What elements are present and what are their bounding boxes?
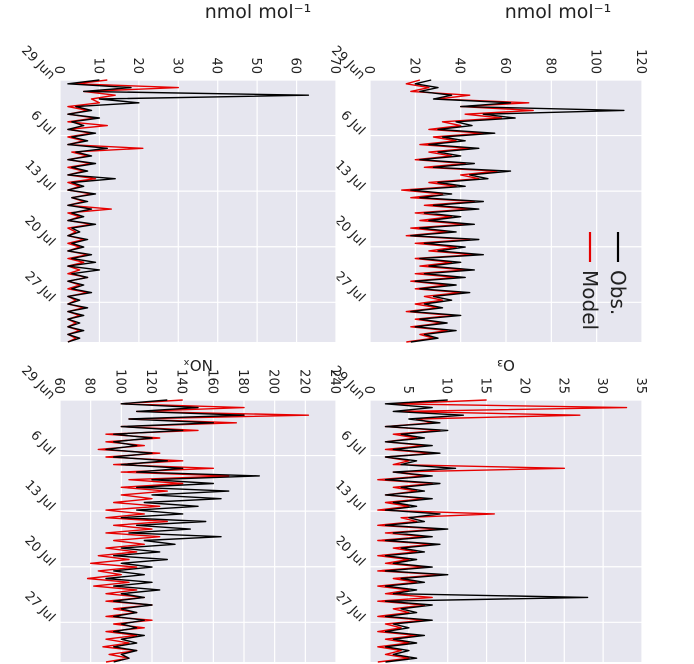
ytick-label: 40 xyxy=(452,57,467,74)
ytick-label: 100 xyxy=(588,49,603,74)
legend-label: Obs. xyxy=(606,270,630,315)
ytick-label: 200 xyxy=(266,369,281,394)
ytick-label: 120 xyxy=(143,369,158,394)
ytick-label: 60 xyxy=(51,377,66,394)
xtick-label: 13 Jul xyxy=(21,478,57,514)
ytick-label: 60 xyxy=(497,57,512,74)
xtick-label: 27 Jul xyxy=(331,269,367,305)
ytick-label: 140 xyxy=(174,369,189,394)
ylabel-bottom-row: nmol mol⁻¹ xyxy=(205,1,312,23)
ytick-label: 20 xyxy=(516,377,531,394)
ylabel-top-row: nmol mol⁻¹ xyxy=(505,1,612,23)
ytick-label: 5 xyxy=(400,386,415,394)
ytick-label: 80 xyxy=(542,57,557,74)
xtick-label: 29 Jun xyxy=(18,43,58,83)
panel-nox: 0 10 20 30 40 50 60 70 29 Jun 6 Jul 13 Jul 20 Jul 27… xyxy=(18,43,342,374)
ytick-label: 10 xyxy=(90,57,105,74)
series-line-obs xyxy=(410,79,625,343)
xtick-label: 27 Jul xyxy=(21,589,57,625)
xtick-label: 6 Jul xyxy=(27,428,57,458)
xtick-label: 6 Jul xyxy=(337,428,367,458)
xtick-label: 20 Jul xyxy=(331,213,367,249)
ytick-label: 70 xyxy=(327,57,342,74)
xtick-label: 20 Jul xyxy=(21,533,57,569)
xtick-label: 13 Jul xyxy=(331,158,367,194)
ytick-label: 100 xyxy=(112,369,127,394)
ytick-label: 60 xyxy=(288,57,303,74)
legend-label: Model xyxy=(578,270,602,330)
ytick-label: 180 xyxy=(235,369,250,394)
xtick-label: 13 Jul xyxy=(331,478,367,514)
xtick-label: 27 Jul xyxy=(331,589,367,625)
ytick-label: 35 xyxy=(633,377,648,394)
ytick-label: 10 xyxy=(439,377,454,394)
ytick-label: 40 xyxy=(209,57,224,74)
ytick-label: 160 xyxy=(204,369,219,394)
ytick-label: 240 xyxy=(327,369,342,394)
ytick-label: 15 xyxy=(478,377,493,394)
ytick-label: 80 xyxy=(82,377,97,394)
ytick-label: 120 xyxy=(633,49,648,74)
ytick-label: 0 xyxy=(361,386,376,394)
legend: Obs.Model xyxy=(578,232,630,330)
ytick-label: 20 xyxy=(130,57,145,74)
ytick-label: 25 xyxy=(555,377,570,394)
ytick-label: 0 xyxy=(51,66,66,74)
xtick-label: 27 Jul xyxy=(21,269,57,305)
xtick-label: 6 Jul xyxy=(27,108,57,138)
xtick-label: 20 Jul xyxy=(21,213,57,249)
series-line-obs xyxy=(384,399,589,663)
series-line-obs xyxy=(67,79,310,343)
series-line-obs xyxy=(105,399,260,663)
ytick-label: 0 xyxy=(361,66,376,74)
panel-title: NOₓ xyxy=(183,356,213,374)
ytick-label: 50 xyxy=(248,57,263,74)
xtick-label: 13 Jul xyxy=(21,158,57,194)
plot-area xyxy=(60,80,336,342)
ytick-label: 20 xyxy=(406,57,421,74)
ytick-label: 30 xyxy=(594,377,609,394)
xtick-label: 6 Jul xyxy=(337,108,367,138)
panel-title: O₃ xyxy=(497,356,515,374)
ytick-label: 220 xyxy=(296,369,311,394)
xtick-label: 20 Jul xyxy=(331,533,367,569)
ytick-label: 30 xyxy=(169,57,184,74)
